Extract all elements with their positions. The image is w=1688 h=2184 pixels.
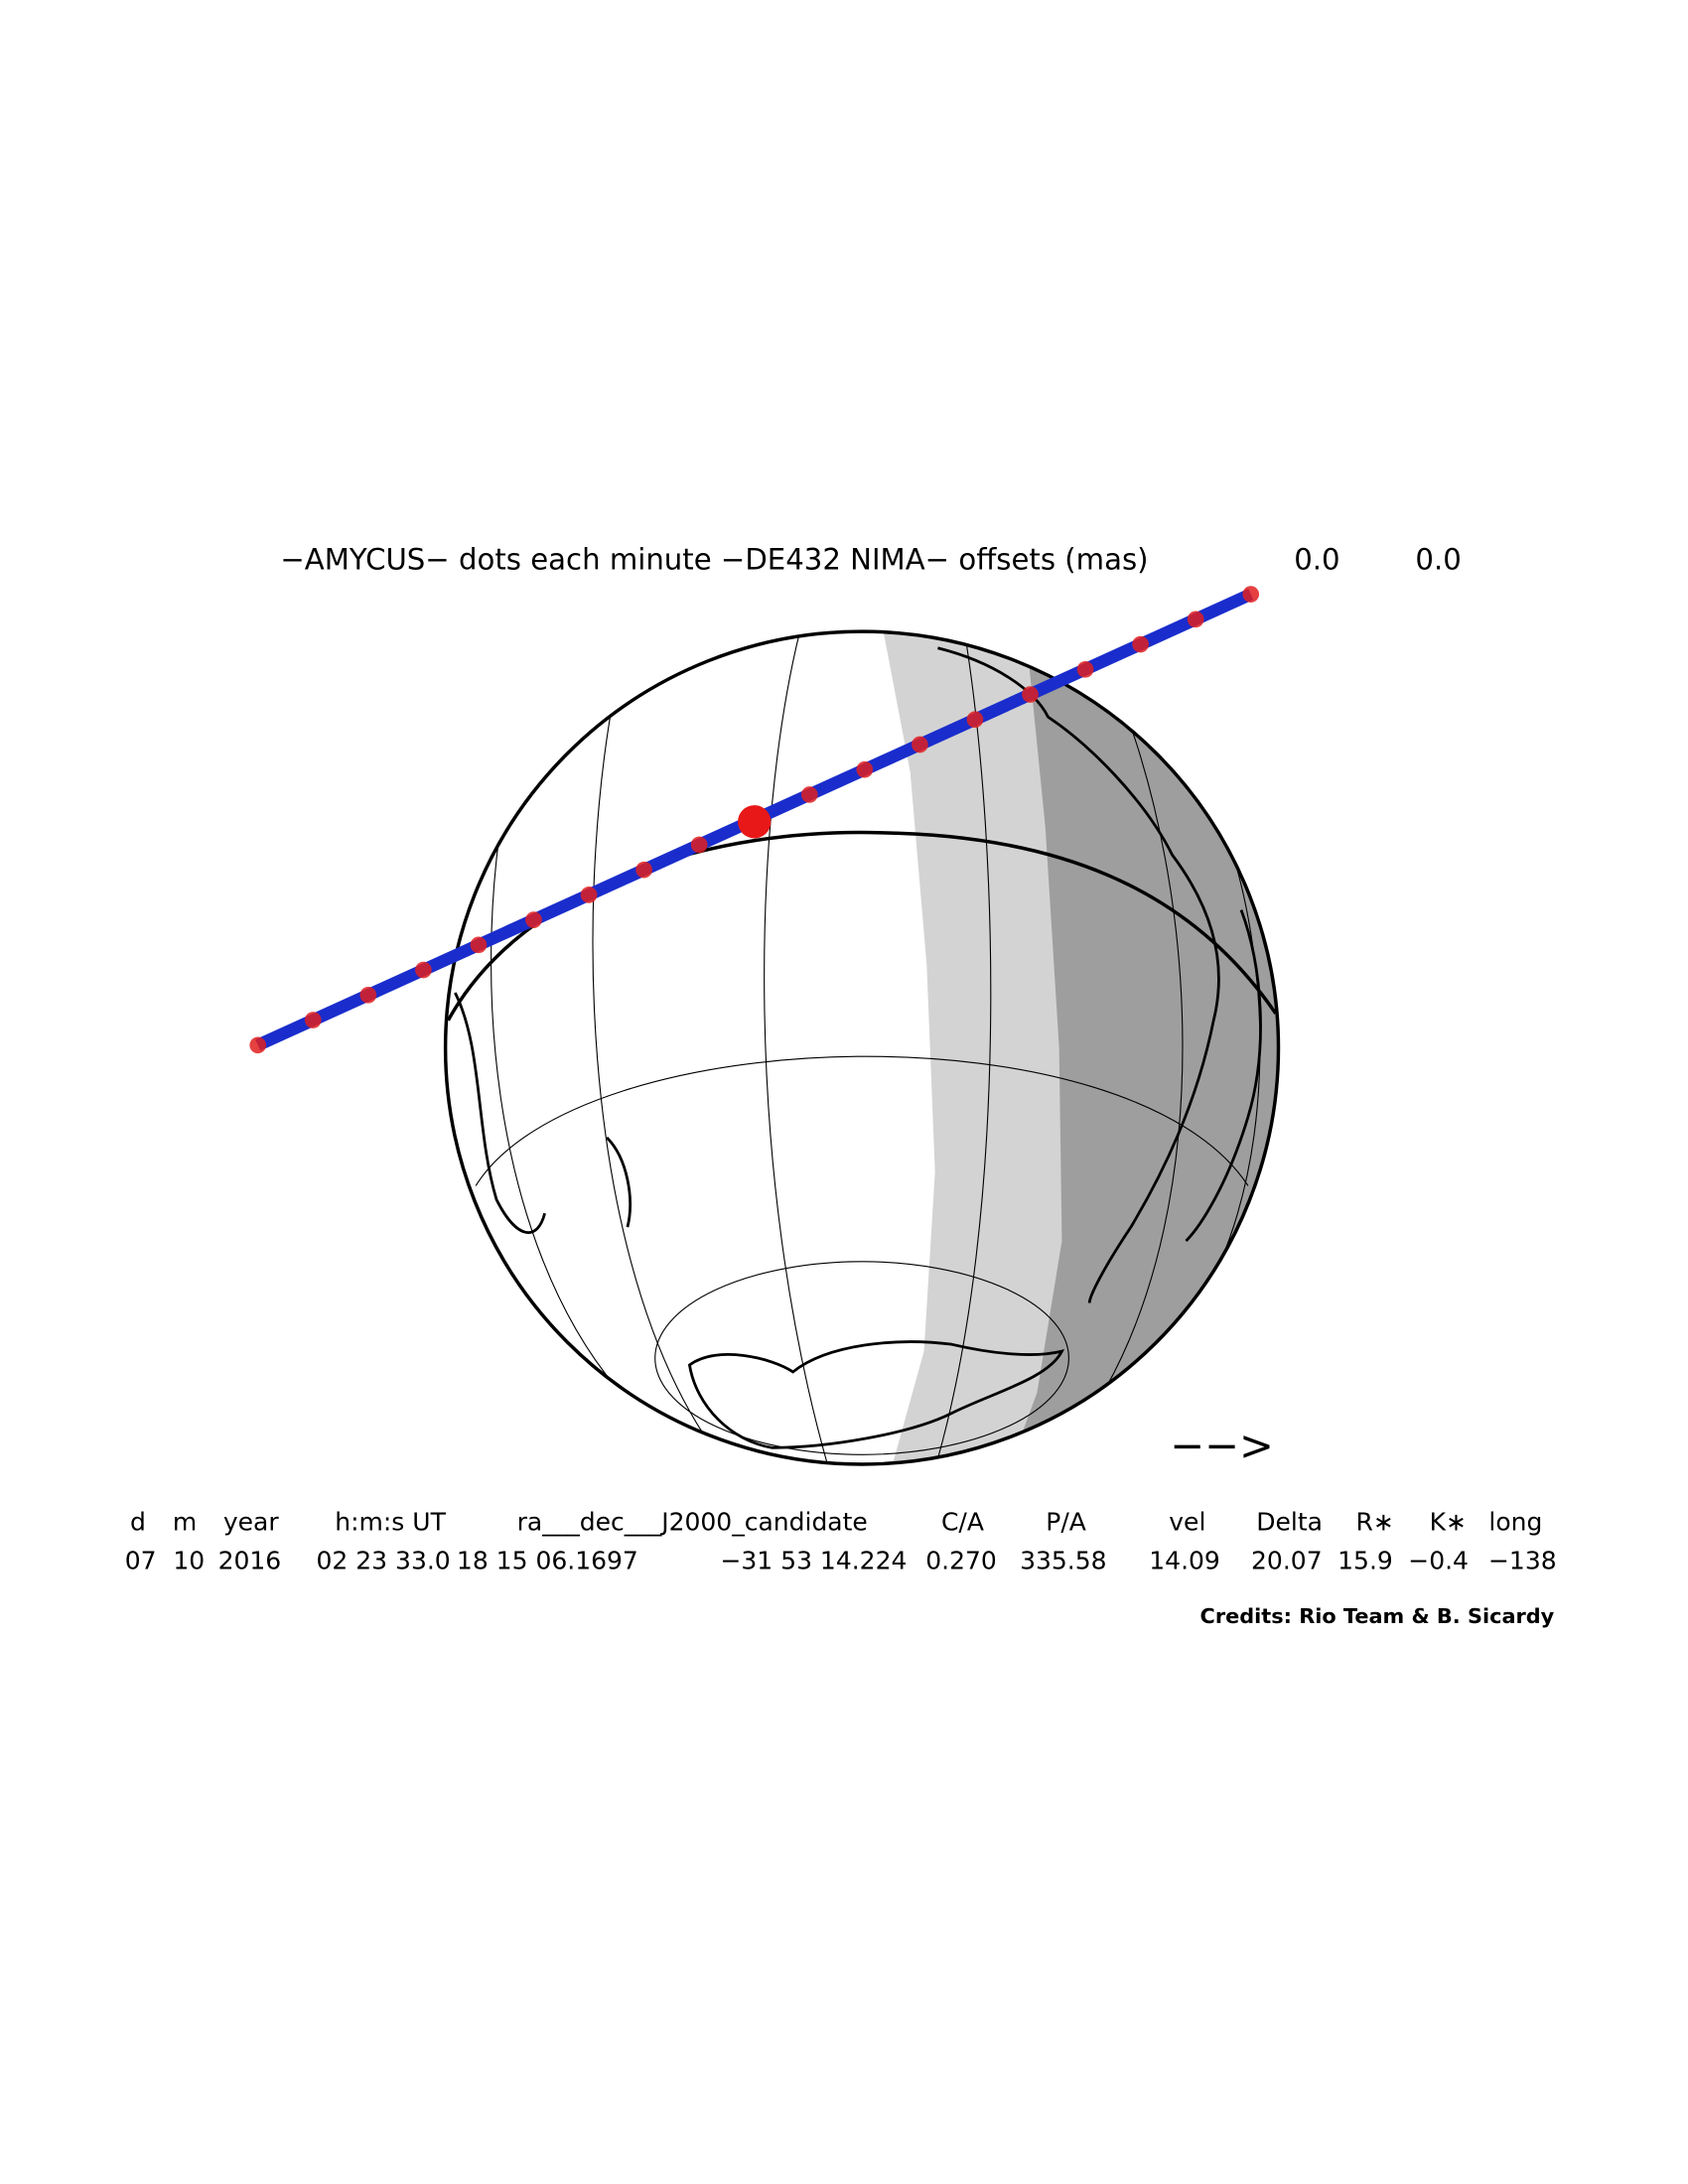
minute-dot [1242,586,1260,603]
column-header: P/A [1046,1508,1086,1537]
minute-dot [966,711,984,729]
column-value: 20.07 [1251,1547,1323,1575]
column-value: 02 23 33.0 [317,1547,451,1575]
coastlines [454,646,1262,1449]
minute-dot [580,887,598,903]
minute-dot [304,1012,322,1028]
offset-ra: 0.0 [1294,542,1339,576]
shadow-track [249,586,1260,1054]
minute-dot [1187,611,1204,628]
column-value: 15.9 [1337,1547,1393,1575]
minute-dot [856,760,874,778]
minute-dot [1076,660,1094,678]
closest-approach-dot [738,805,772,839]
column-header: K∗ [1430,1508,1467,1537]
minute-dot [249,1036,267,1054]
column-header: C/A [941,1508,984,1537]
credits: Credits: Rio Team & B. Sicardy [1200,1604,1555,1628]
column-value: −138 [1488,1547,1557,1575]
column-header: ra___dec___J2000_candidate [517,1508,868,1537]
column-header: h:m:s UT [335,1508,446,1537]
minute-dot [470,936,488,954]
globe [445,631,1279,1464]
column-value: −0.4 [1408,1547,1469,1575]
globe-outline [443,629,1281,1466]
column-header: d [130,1508,146,1537]
column-value: 0.270 [925,1547,997,1575]
column-value: 10 [173,1547,205,1575]
column-header: vel [1169,1508,1205,1537]
column-header: m [173,1508,197,1537]
minute-dot [800,786,818,803]
offset-dec: 0.0 [1415,542,1461,576]
minute-dot [635,861,652,879]
column-value: 07 [125,1547,157,1575]
column-header: year [223,1508,279,1537]
column-header: Delta [1256,1508,1323,1537]
direction-arrow: −−> [1170,1422,1274,1470]
column-value: 18 15 06.1697 [457,1547,638,1575]
minute-dot [1022,686,1039,703]
column-value: 335.58 [1020,1547,1106,1575]
column-value: 2016 [218,1547,282,1575]
column-header: R∗ [1356,1508,1394,1537]
minute-dot [1132,635,1149,653]
minute-dot [359,986,377,1004]
minute-dot [690,836,708,854]
minute-dot [415,961,432,979]
column-header: long [1488,1508,1542,1537]
minute-dot [912,736,928,753]
minute-dot [525,911,542,928]
column-value: 14.09 [1149,1547,1220,1575]
event-table: d m year h:m:s UT ra___dec___J2000_candidate… [125,1508,1557,1575]
column-value: −31 53 14.224 [720,1547,907,1575]
map-title: −AMYCUS− dots each minute −DE432 NIMA− o… [280,542,1148,576]
